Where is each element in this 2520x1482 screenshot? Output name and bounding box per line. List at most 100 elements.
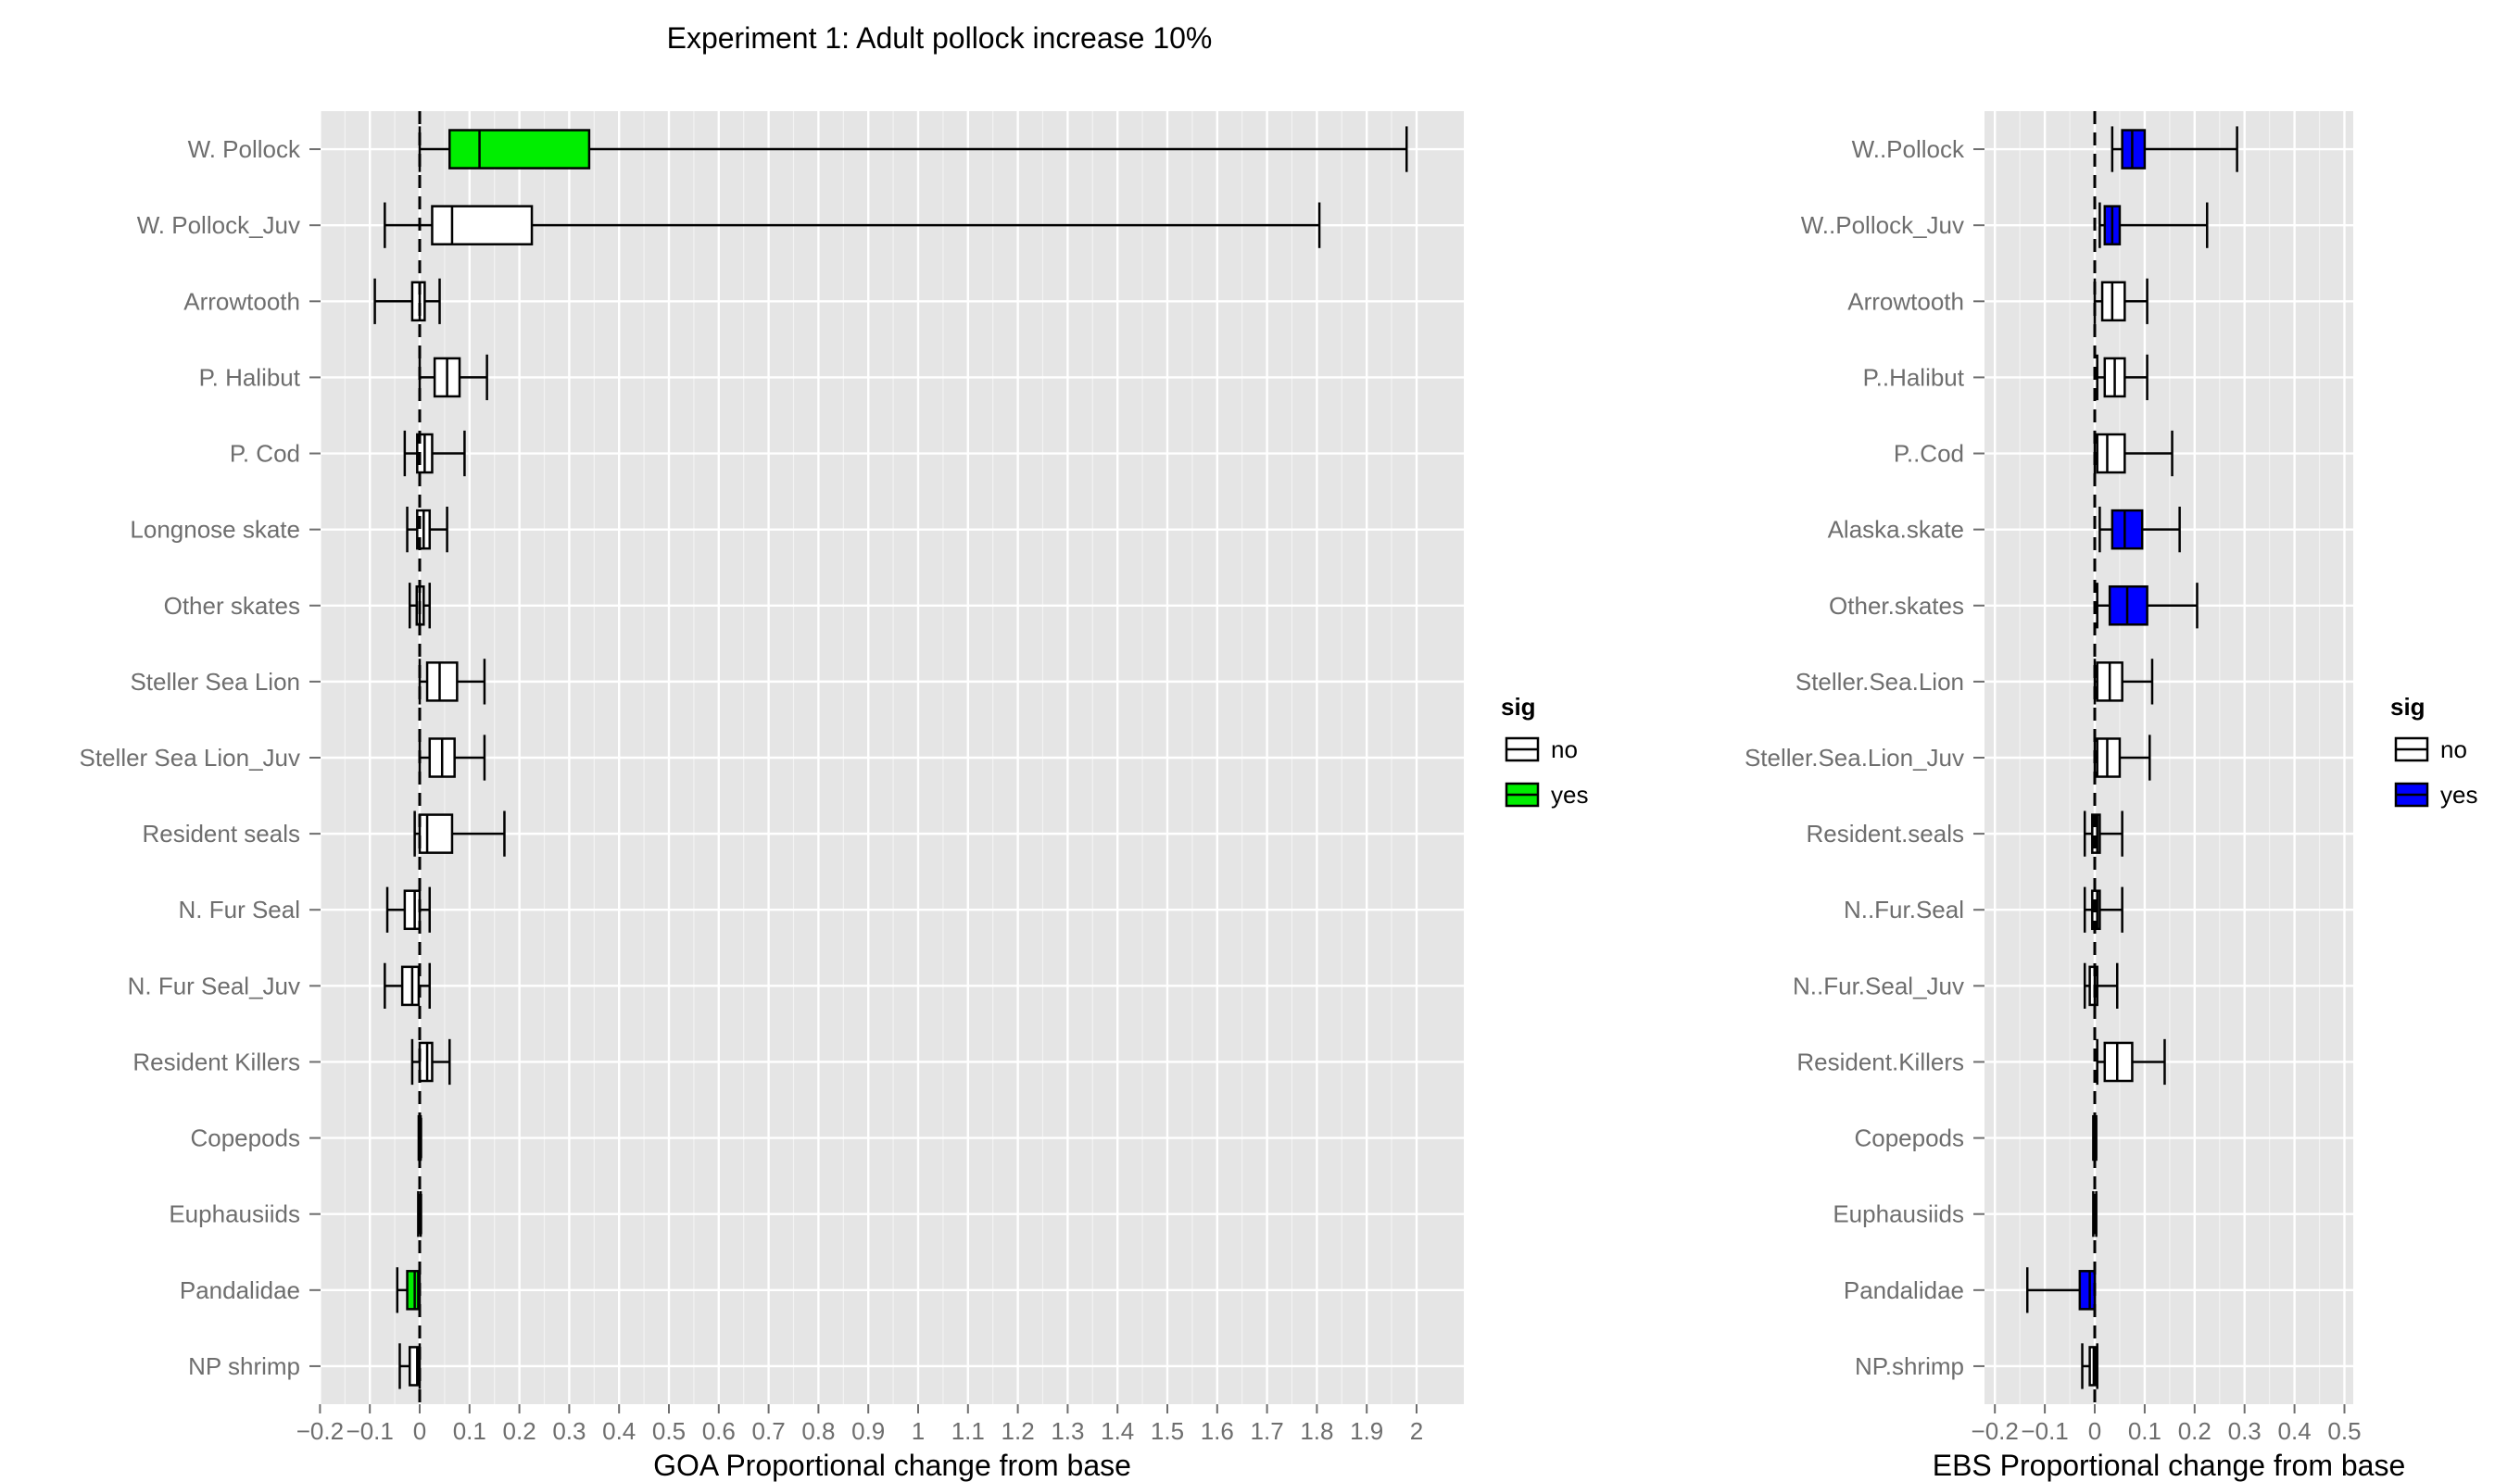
ebs-category-label: P..Cod (1894, 440, 1964, 468)
goa-x-tick-label: 1.9 (1350, 1417, 1383, 1445)
goa-x-tick-label: 0.7 (752, 1417, 786, 1445)
ebs-boxplot (2081, 1343, 2098, 1389)
goa-boxplot (385, 886, 432, 933)
chart-title: Experiment 1: Adult pollock increase 10% (667, 21, 1213, 55)
goa-x-tick-label: 0 (413, 1417, 426, 1445)
ebs-x-tick-label: 0.4 (2278, 1417, 2312, 1445)
ebs-boxplot (2083, 810, 2123, 857)
goa-boxplot (410, 1038, 451, 1086)
box-iqr (400, 965, 421, 1007)
ebs-x-axis-title: EBS Proportional change from base (1933, 1449, 2406, 1482)
box-iqr (403, 889, 422, 931)
goa-legend: sig no yes (1501, 693, 1588, 809)
goa-x-tick-label: −0.2 (296, 1417, 344, 1445)
ebs-x-tick-label: 0.1 (2128, 1417, 2161, 1445)
goa-boxplot (413, 810, 506, 857)
goa-boxplot (418, 126, 1408, 172)
goa-x-tick-label: 0.4 (602, 1417, 636, 1445)
goa-category-label: W. Pollock (188, 135, 301, 163)
box-iqr (418, 1041, 434, 1083)
ebs-boxplot (2093, 735, 2151, 781)
box-iqr (2078, 1270, 2097, 1311)
ebs-category-label: Steller.Sea.Lion (1796, 668, 1964, 696)
ebs-panel: W..Pollock W..Pollock_Juv Arrowtooth P..Hal… (1745, 111, 2405, 1482)
ebs-x-tick-label: 0.3 (2228, 1417, 2262, 1445)
goa-category-label: Pandalidae (180, 1276, 300, 1304)
box-iqr (418, 813, 454, 854)
goa-x-tick-label: 1.1 (951, 1417, 985, 1445)
goa-legend-yes-label: yes (1551, 781, 1588, 809)
box-iqr (431, 205, 534, 245)
goa-x-tick-label: 1.3 (1051, 1417, 1084, 1445)
ebs-category-label: Arrowtooth (1847, 287, 1964, 315)
box-iqr (2121, 129, 2147, 170)
box-iqr (406, 1270, 420, 1311)
ebs-x-tick-label: 0 (2088, 1417, 2101, 1445)
goa-x-tick-label: 1 (912, 1417, 925, 1445)
ebs-category-label: Alaska.skate (1828, 516, 1964, 544)
ebs-category-label: NP.shrimp (1855, 1352, 1964, 1380)
ebs-category-label: P..Halibut (1863, 363, 1965, 391)
ebs-category-label: W..Pollock_Juv (1801, 211, 1964, 239)
goa-x-tick-label: 1.7 (1251, 1417, 1284, 1445)
ebs-legend-no-label: no (2440, 735, 2467, 763)
goa-category-label: P. Halibut (199, 363, 301, 391)
goa-panel: W. Pollock W. Pollock_Juv Arrowtooth P. Hal… (80, 111, 1464, 1482)
ebs-boxplot (2093, 430, 2174, 477)
ebs-boxplot (2110, 126, 2238, 172)
goa-x-tick-label: 1.5 (1151, 1417, 1184, 1445)
goa-x-tick-label: 0.1 (453, 1417, 486, 1445)
goa-boxplot (398, 1343, 422, 1389)
box-iqr (425, 661, 459, 702)
goa-legend-no-label: no (1551, 735, 1578, 763)
goa-x-tick-label: 0.8 (801, 1417, 835, 1445)
ebs-boxplot (2096, 583, 2199, 629)
goa-category-label: P. Cod (230, 440, 300, 468)
goa-x-tick-label: 1.6 (1201, 1417, 1234, 1445)
goa-category-label: Steller Sea Lion (130, 668, 300, 696)
box-iqr (448, 129, 591, 170)
ebs-legend-yes-label: yes (2440, 781, 2477, 809)
ebs-category-label: Resident.seals (1806, 820, 1964, 848)
ebs-x-tick-label: 0.5 (2327, 1417, 2361, 1445)
ebs-category-label: Steller.Sea.Lion_Juv (1745, 744, 1964, 772)
goa-boxplot (418, 659, 486, 705)
ebs-x-tick-label: −0.2 (1972, 1417, 2019, 1445)
ebs-boxplot (2098, 202, 2209, 248)
goa-category-label: NP shrimp (188, 1352, 300, 1380)
box-iqr (2100, 281, 2126, 322)
goa-x-tick-label: 0.2 (503, 1417, 536, 1445)
ebs-legend: sig no yes (2390, 693, 2477, 809)
box-iqr (2110, 509, 2144, 550)
goa-category-label: Copepods (190, 1124, 300, 1152)
ebs-category-label: N..Fur.Seal (1844, 896, 1964, 923)
goa-category-label: Other skates (164, 592, 300, 620)
ebs-category-label: N..Fur.Seal_Juv (1793, 972, 1964, 999)
goa-x-tick-label: 1.2 (1002, 1417, 1035, 1445)
ebs-category-label: Other.skates (1829, 592, 1964, 620)
ebs-category-label: Pandalidae (1844, 1276, 1964, 1304)
goa-category-label: Longnose skate (130, 516, 300, 544)
ebs-category-label: Euphausiids (1833, 1200, 1964, 1228)
goa-category-label: Resident seals (142, 820, 300, 848)
goa-x-tick-label: 0.9 (851, 1417, 885, 1445)
goa-x-tick-label: 2 (1410, 1417, 1423, 1445)
goa-category-label: Arrowtooth (183, 287, 300, 315)
ebs-boxplot (2098, 507, 2181, 553)
goa-category-label: Euphausiids (169, 1200, 300, 1228)
goa-legend-title: sig (1501, 693, 1536, 721)
goa-x-tick-label: 0.3 (552, 1417, 586, 1445)
goa-category-label: Resident Killers (132, 1048, 300, 1075)
box-iqr (2103, 1041, 2134, 1083)
ebs-boxplot (2096, 354, 2148, 401)
goa-x-tick-label: 1.8 (1300, 1417, 1333, 1445)
ebs-x-tick-label: 0.2 (2178, 1417, 2211, 1445)
goa-x-tick-label: 0.6 (702, 1417, 736, 1445)
ebs-category-label: Copepods (1854, 1124, 1964, 1152)
goa-category-label: Steller Sea Lion_Juv (80, 744, 300, 772)
ebs-x-tick-label: −0.1 (2021, 1417, 2068, 1445)
goa-x-tick-label: −0.1 (346, 1417, 394, 1445)
ebs-category-label: Resident.Killers (1796, 1048, 1964, 1075)
goa-category-label: N. Fur Seal_Juv (128, 972, 300, 999)
